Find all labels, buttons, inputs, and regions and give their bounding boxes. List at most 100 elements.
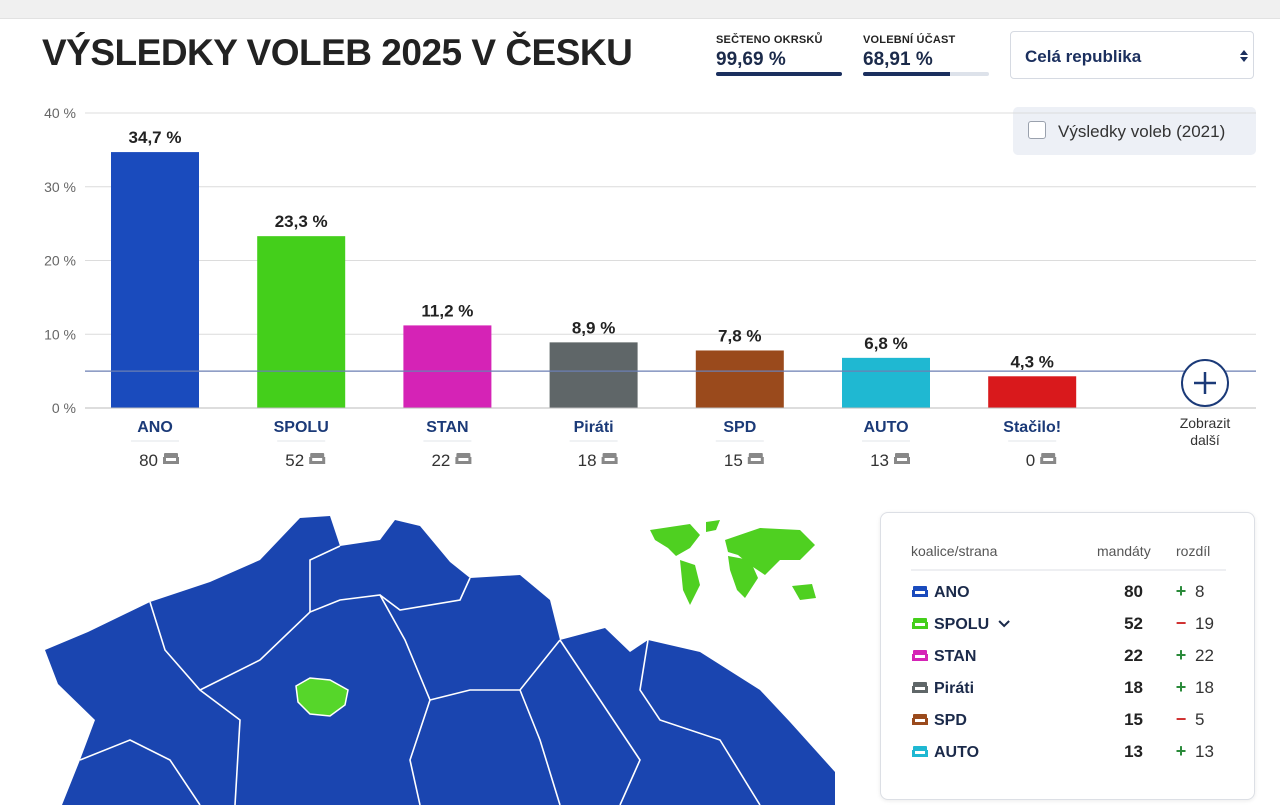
progress-fill: [863, 72, 950, 76]
compare-toggle[interactable]: Výsledky voleb (2021): [1013, 107, 1256, 155]
seat-count: 22: [431, 451, 450, 470]
seat-icon: [601, 453, 618, 464]
czech-map: [45, 516, 835, 805]
seat-icon: [912, 682, 928, 693]
seat-count: 18: [578, 451, 597, 470]
table-row[interactable]: Piráti 18 +18: [912, 677, 1214, 697]
seats: 13: [1124, 742, 1143, 761]
seat-icon: [894, 453, 910, 464]
change-sign: +: [1176, 677, 1187, 697]
region-select-text: Celá republika: [1025, 47, 1142, 66]
seat-icon: [912, 618, 928, 629]
more-button[interactable]: Zobrazit další: [1180, 359, 1231, 448]
change: 22: [1195, 646, 1214, 665]
more-button-word: další: [1190, 432, 1220, 448]
select-arrows: [1240, 50, 1248, 62]
y-tick-label: 30 %: [44, 179, 76, 195]
stat-label: SEČTENO OKRSKŮ: [716, 34, 823, 46]
y-tick-label: 20 %: [44, 253, 76, 269]
table-row[interactable]: STAN 22 +22: [912, 645, 1214, 665]
seats-table: koalice/strana mandáty rozdíl ANO 80 +8 SPOLU 5…: [880, 512, 1255, 800]
stat-value: 68,91 %: [863, 49, 933, 70]
value-label: 34,7 %: [129, 128, 182, 147]
x-tick-label[interactable]: SPD: [723, 419, 756, 436]
value-label: 7,8 %: [718, 326, 761, 345]
x-tick-label[interactable]: Stačilo!: [1003, 419, 1061, 436]
seats: 52: [1124, 614, 1143, 633]
seat-icon: [163, 453, 179, 464]
column-header: koalice/strana: [911, 543, 998, 559]
y-tick-label: 10 %: [44, 326, 76, 342]
bar: [403, 325, 492, 408]
more-button-label: Zobrazit další: [1180, 415, 1231, 448]
seat-count: 0: [1026, 451, 1035, 470]
seat-icon: [912, 746, 928, 757]
world-map: [650, 520, 816, 605]
region-select[interactable]: Celá republika: [1010, 31, 1254, 79]
change-sign: +: [1176, 581, 1187, 601]
seat-icon-shape: [912, 586, 928, 597]
x-tick-label[interactable]: Piráti: [574, 419, 614, 436]
party-name: Piráti: [934, 680, 974, 697]
seats: 22: [1124, 646, 1143, 665]
party-name: SPD: [934, 712, 967, 729]
table-row[interactable]: ANO 80 +8: [912, 581, 1204, 601]
bar: [842, 357, 930, 408]
party-name: SPOLU: [934, 616, 989, 633]
stat-label: VOLEBNÍ ÚČAST: [863, 34, 956, 46]
seat-icon-shape: [912, 650, 928, 661]
change: 13: [1195, 742, 1214, 761]
top-strip: [0, 0, 1280, 19]
seat-icon-shape: [912, 618, 928, 629]
seat-icon: [309, 453, 326, 464]
page-title: VÝSLEDKY VOLEB 2025 V ČESKU: [42, 32, 633, 73]
value-label: 11,2 %: [421, 301, 473, 320]
value-label: 23,3 %: [275, 212, 328, 231]
x-tick-label[interactable]: STAN: [426, 419, 468, 436]
seat-icon: [912, 650, 928, 661]
seat-count: 80: [139, 451, 158, 470]
bar: [695, 350, 784, 408]
bar: [111, 152, 199, 408]
seat-icon-shape: [912, 682, 928, 693]
seat-icon-shape: [912, 746, 928, 757]
seat-count: 52: [285, 451, 304, 470]
change-sign: +: [1176, 645, 1187, 665]
table-row[interactable]: AUTO 13 +13: [912, 741, 1214, 761]
column-header: mandáty: [1097, 543, 1151, 559]
more-button-plus: [1194, 372, 1216, 394]
expand-chevron[interactable]: [998, 620, 1010, 628]
prague: [295, 677, 349, 717]
stat-value: 99,69 %: [716, 49, 786, 70]
change-sign: −: [1176, 613, 1187, 633]
seat-icon-shape: [163, 453, 179, 464]
change: 5: [1195, 710, 1204, 729]
seats: 80: [1124, 582, 1143, 601]
seat-icon: [912, 586, 928, 597]
checkbox[interactable]: [1028, 121, 1046, 139]
table-row[interactable]: SPOLU 52 −19: [912, 613, 1214, 633]
seat-icon-shape: [912, 714, 928, 725]
seat-icon: [747, 453, 764, 464]
seat-icon: [912, 714, 928, 725]
seat-icon-shape: [601, 453, 618, 464]
party-name: AUTO: [934, 744, 979, 761]
change: 18: [1195, 678, 1214, 697]
progress-track: [716, 72, 842, 76]
map: [45, 516, 835, 805]
x-tick-label[interactable]: SPOLU: [274, 419, 329, 436]
y-tick-label: 40 %: [44, 105, 76, 121]
x-tick-label[interactable]: AUTO: [863, 419, 908, 436]
seat-icon: [455, 453, 472, 464]
seats: 15: [1124, 710, 1143, 729]
progress-fill: [716, 72, 842, 76]
x-tick-label[interactable]: ANO: [137, 419, 173, 436]
party-name: ANO: [934, 584, 970, 601]
value-label: 4,3 %: [1010, 352, 1053, 371]
seats: 18: [1124, 678, 1143, 697]
value-label: 6,8 %: [864, 334, 907, 353]
seat-icon: [1040, 453, 1057, 464]
table-row[interactable]: SPD 15 −5: [912, 709, 1204, 729]
change-sign: −: [1176, 709, 1187, 729]
column-header: rozdíl: [1176, 543, 1210, 559]
